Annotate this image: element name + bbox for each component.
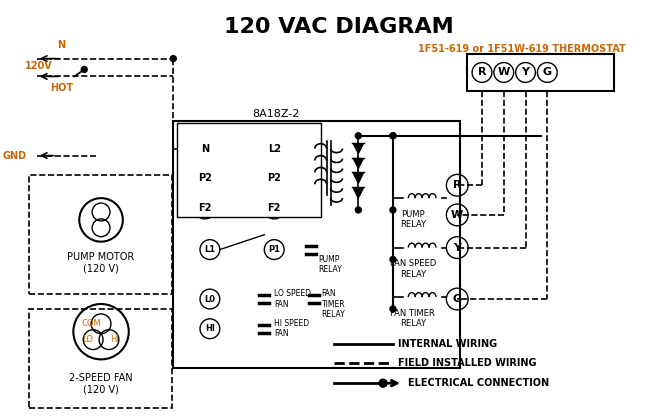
Text: HI: HI	[205, 324, 215, 333]
Text: FAN
TIMER
RELAY: FAN TIMER RELAY	[322, 289, 346, 319]
Text: FAN SPEED
RELAY: FAN SPEED RELAY	[390, 259, 436, 279]
Circle shape	[390, 207, 396, 213]
Text: G: G	[543, 67, 552, 78]
Text: FAN TIMER
RELAY: FAN TIMER RELAY	[391, 309, 435, 328]
Text: COM: COM	[81, 319, 101, 328]
Circle shape	[390, 256, 396, 262]
Polygon shape	[353, 188, 363, 198]
Circle shape	[379, 379, 387, 387]
Text: 1F51-619 or 1F51W-619 THERMOSTAT: 1F51-619 or 1F51W-619 THERMOSTAT	[417, 44, 626, 54]
Text: GND: GND	[3, 150, 27, 160]
Text: P1: P1	[268, 245, 280, 254]
Text: 120 VAC DIAGRAM: 120 VAC DIAGRAM	[224, 17, 454, 37]
Text: Y: Y	[521, 67, 529, 78]
Text: PUMP
RELAY: PUMP RELAY	[319, 254, 342, 274]
Text: FIELD INSTALLED WIRING: FIELD INSTALLED WIRING	[398, 358, 537, 368]
Circle shape	[390, 133, 396, 139]
Text: 240V: 240V	[288, 144, 310, 153]
Text: 120V: 120V	[219, 204, 241, 212]
Text: F2: F2	[267, 203, 281, 213]
Text: L0: L0	[204, 295, 215, 303]
Text: 8A18Z-2: 8A18Z-2	[253, 109, 299, 119]
Text: PUMP
RELAY: PUMP RELAY	[400, 210, 426, 229]
Circle shape	[390, 133, 396, 139]
Polygon shape	[353, 173, 363, 183]
FancyBboxPatch shape	[178, 123, 321, 217]
Text: L1: L1	[204, 245, 216, 254]
Text: N: N	[201, 144, 209, 154]
Circle shape	[170, 56, 176, 62]
Text: ELECTRICAL CONNECTION: ELECTRICAL CONNECTION	[408, 378, 549, 388]
Polygon shape	[353, 144, 363, 154]
Text: 120V: 120V	[25, 62, 53, 72]
Text: HI SPEED
FAN: HI SPEED FAN	[274, 319, 310, 339]
Text: INTERNAL WIRING: INTERNAL WIRING	[398, 339, 497, 349]
Text: R: R	[478, 67, 486, 78]
Text: 120V: 120V	[219, 174, 241, 183]
Text: L2: L2	[268, 144, 281, 154]
Text: R: R	[453, 180, 462, 190]
Text: 240V: 240V	[288, 174, 310, 183]
Polygon shape	[353, 158, 363, 168]
Text: LO SPEED
FAN: LO SPEED FAN	[274, 290, 311, 309]
Text: W: W	[498, 67, 510, 78]
Text: F2: F2	[198, 203, 212, 213]
Circle shape	[81, 67, 87, 72]
Text: Y: Y	[454, 243, 461, 253]
Circle shape	[390, 306, 396, 312]
FancyBboxPatch shape	[467, 54, 614, 91]
Text: LO: LO	[82, 335, 92, 344]
Text: N: N	[58, 40, 66, 50]
Text: G: G	[453, 294, 462, 304]
Circle shape	[355, 133, 361, 139]
Text: HOT: HOT	[50, 83, 73, 93]
Text: W: W	[451, 210, 464, 220]
Text: P2: P2	[267, 173, 281, 184]
Text: 2-SPEED FAN
(120 V): 2-SPEED FAN (120 V)	[69, 373, 133, 395]
Text: 240V: 240V	[288, 204, 310, 212]
Text: P2: P2	[198, 173, 212, 184]
Text: 120V: 120V	[219, 144, 241, 153]
Circle shape	[355, 207, 361, 213]
Text: HI: HI	[111, 335, 119, 344]
Text: PUMP MOTOR
(120 V): PUMP MOTOR (120 V)	[68, 251, 135, 273]
FancyBboxPatch shape	[174, 121, 460, 368]
